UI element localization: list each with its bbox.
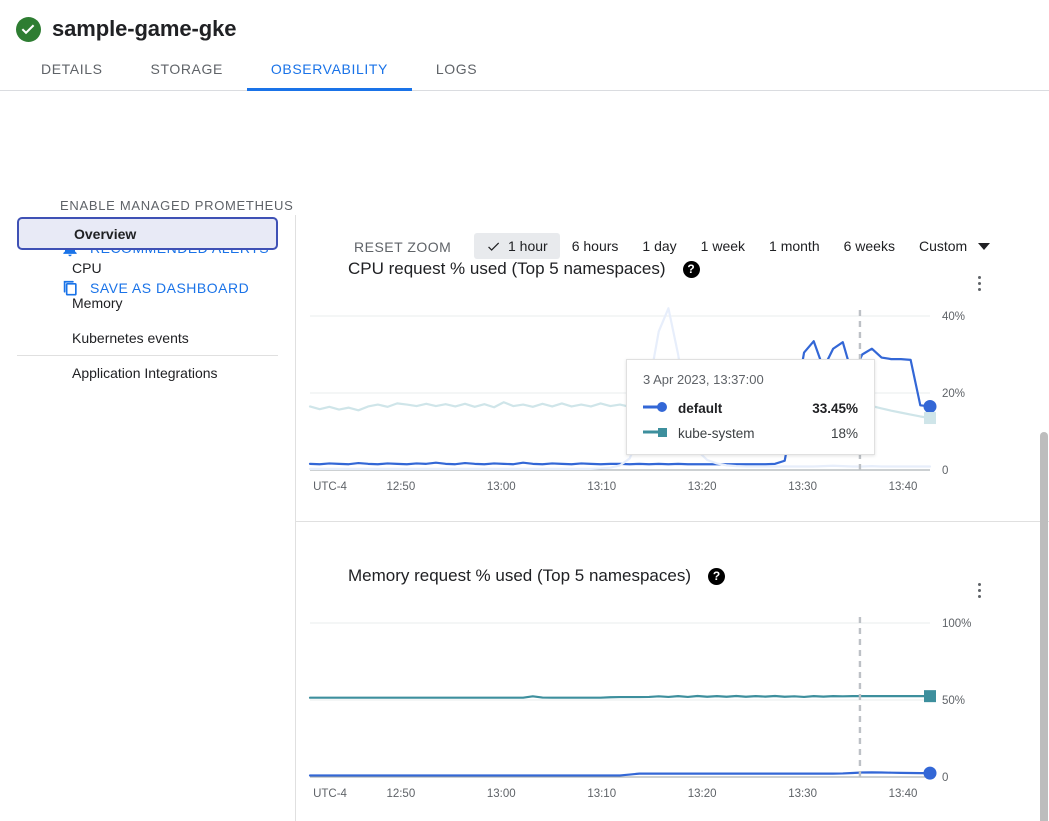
tab-storage[interactable]: STORAGE bbox=[150, 61, 223, 77]
range-1-hour[interactable]: 1 hour bbox=[474, 233, 560, 259]
chart-column: CPU request % used (Top 5 namespaces) ? … bbox=[295, 215, 1049, 821]
check-icon bbox=[486, 239, 501, 254]
svg-text:13:20: 13:20 bbox=[688, 481, 717, 493]
chart-card-memory: Memory request % used (Top 5 namespaces)… bbox=[296, 522, 1049, 821]
svg-text:13:30: 13:30 bbox=[788, 481, 817, 493]
svg-text:13:30: 13:30 bbox=[788, 788, 817, 800]
range-1-month[interactable]: 1 month bbox=[769, 238, 820, 254]
svg-text:13:00: 13:00 bbox=[487, 481, 516, 493]
legend-swatch-square-icon bbox=[643, 425, 671, 442]
sidebar-item-cpu[interactable]: CPU bbox=[72, 259, 102, 276]
save-as-dashboard-label: SAVE AS DASHBOARD bbox=[90, 280, 250, 296]
svg-text:13:10: 13:10 bbox=[587, 481, 616, 493]
time-range-selector: 1 hour 6 hours 1 day 1 week 1 month 6 we… bbox=[474, 233, 991, 259]
reset-zoom-button[interactable]: RESET ZOOM bbox=[354, 239, 452, 255]
chart-tooltip: 3 Apr 2023, 13:37:00 default 33.45% kube… bbox=[626, 359, 875, 455]
range-6-hours[interactable]: 6 hours bbox=[571, 238, 619, 254]
custom-range-label: Custom bbox=[918, 238, 968, 254]
svg-text:13:40: 13:40 bbox=[889, 481, 918, 493]
range-1-week[interactable]: 1 week bbox=[700, 238, 746, 254]
chart-header-memory: Memory request % used (Top 5 namespaces)… bbox=[296, 522, 1049, 586]
svg-text:13:00: 13:00 bbox=[487, 788, 516, 800]
range-1-hour-label: 1 hour bbox=[508, 238, 548, 254]
svg-text:13:10: 13:10 bbox=[587, 788, 616, 800]
svg-text:UTC-4: UTC-4 bbox=[313, 481, 347, 493]
help-circle-icon[interactable]: ? bbox=[682, 260, 700, 278]
svg-text:20%: 20% bbox=[942, 388, 965, 400]
svg-text:0: 0 bbox=[942, 465, 948, 477]
enable-managed-prometheus-label[interactable]: ENABLE MANAGED PROMETHEUS bbox=[60, 198, 294, 213]
save-as-dashboard-button[interactable]: SAVE AS DASHBOARD bbox=[60, 278, 249, 298]
tooltip-series-value: 18% bbox=[830, 426, 858, 441]
check-circle-icon bbox=[16, 16, 41, 42]
tooltip-series-value: 33.45% bbox=[812, 401, 858, 416]
sidebar-item-kubernetes-events[interactable]: Kubernetes events bbox=[72, 329, 189, 346]
chart-title-cpu: CPU request % used (Top 5 namespaces) bbox=[348, 259, 666, 278]
page-header: sample-game-gke bbox=[0, 0, 1049, 48]
chart-title-memory: Memory request % used (Top 5 namespaces) bbox=[348, 566, 691, 585]
chart-card-cpu: CPU request % used (Top 5 namespaces) ? … bbox=[296, 215, 1049, 522]
chart-plot-cpu[interactable]: 0 20% 40% UTC-4 12:50 13:00 13:10 13:20 13:30 13:… bbox=[296, 302, 1049, 502]
help-circle-icon[interactable]: ? bbox=[708, 567, 725, 585]
custom-range-dropdown[interactable]: Custom bbox=[907, 238, 991, 254]
observability-sidebar: Overview CPU Memory Kubernetes events Ap… bbox=[0, 215, 296, 821]
copy-icon bbox=[60, 278, 80, 298]
svg-text:40%: 40% bbox=[942, 311, 965, 323]
legend-swatch-circle-icon bbox=[643, 400, 671, 417]
chart-plot-memory[interactable]: 0 50% 100% UTC-4 12:50 13:00 13:10 13:20 13:30 13… bbox=[296, 609, 1049, 809]
chart-menu-cpu[interactable] bbox=[969, 273, 989, 293]
tooltip-row-default: default 33.45% bbox=[643, 396, 858, 421]
vertical-scrollbar[interactable] bbox=[1040, 430, 1048, 821]
chart-header-cpu: CPU request % used (Top 5 namespaces) ? bbox=[296, 215, 1049, 279]
range-1-day[interactable]: 1 day bbox=[642, 238, 677, 254]
range-6-weeks[interactable]: 6 weeks bbox=[843, 238, 895, 254]
svg-text:50%: 50% bbox=[942, 695, 965, 707]
svg-text:UTC-4: UTC-4 bbox=[313, 788, 347, 800]
svg-text:100%: 100% bbox=[942, 618, 971, 630]
scrollbar-thumb[interactable] bbox=[1040, 432, 1048, 821]
svg-text:0: 0 bbox=[942, 772, 948, 784]
toolbar: ENABLE MANAGED PROMETHEUS RECOMMENDED AL… bbox=[0, 91, 1049, 296]
sidebar-item-application-integrations[interactable]: Application Integrations bbox=[17, 355, 278, 390]
tooltip-timestamp: 3 Apr 2023, 13:37:00 bbox=[643, 372, 764, 387]
content-area: Overview CPU Memory Kubernetes events Ap… bbox=[0, 215, 1049, 821]
tooltip-series-name: default bbox=[678, 401, 723, 416]
sidebar-item-memory[interactable]: Memory bbox=[72, 294, 123, 311]
chart-menu-memory[interactable] bbox=[969, 580, 989, 600]
tab-bar: DETAILS STORAGE OBSERVABILITY LOGS bbox=[0, 48, 1049, 91]
tooltip-series-name: kube-system bbox=[678, 426, 755, 441]
svg-text:12:50: 12:50 bbox=[386, 788, 415, 800]
tab-details[interactable]: DETAILS bbox=[41, 61, 103, 77]
tab-observability[interactable]: OBSERVABILITY bbox=[246, 61, 412, 91]
tooltip-row-kube-system: kube-system 18% bbox=[643, 421, 858, 446]
svg-text:12:50: 12:50 bbox=[386, 481, 415, 493]
chevron-down-icon bbox=[978, 242, 991, 250]
svg-text:13:40: 13:40 bbox=[889, 788, 918, 800]
svg-text:13:20: 13:20 bbox=[688, 788, 717, 800]
sidebar-item-overview[interactable]: Overview bbox=[17, 217, 278, 250]
tab-logs[interactable]: LOGS bbox=[435, 61, 478, 77]
page-title: sample-game-gke bbox=[52, 16, 237, 41]
